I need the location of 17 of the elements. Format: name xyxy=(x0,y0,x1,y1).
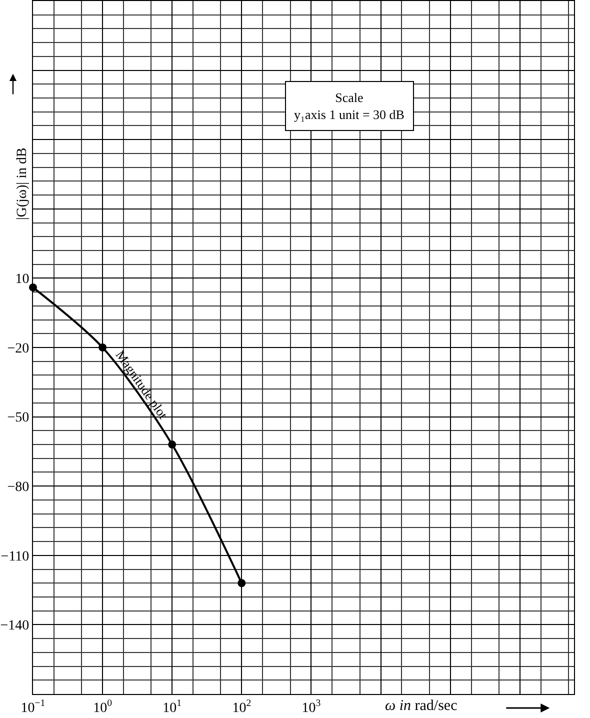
x-tick-label: 10$^{−1}$ xyxy=(20,698,46,716)
x-tick-label: 10$^{0}$ xyxy=(93,698,112,716)
point xyxy=(98,344,107,352)
y-tick-label: −20 xyxy=(7,341,30,356)
x-axis-title: ω in rad/sec xyxy=(385,698,458,714)
point xyxy=(238,579,246,588)
y-tick-label: −110 xyxy=(0,549,30,564)
x-tick-label: 10$^{3}$ xyxy=(302,698,321,716)
y-axis-title: |G(jω)| in dB xyxy=(14,148,30,220)
x-tick-label: 10$^{2}$ xyxy=(232,698,252,716)
y-tick-label: 10 xyxy=(15,272,30,288)
x-tick-label: 10$^{1}$ xyxy=(162,698,182,716)
y-tick-label: −80 xyxy=(7,480,30,495)
y-tick-label: −50 xyxy=(7,410,30,426)
annotation: Scale y₁axis 1 unit = 30 dB xyxy=(294,90,405,122)
point xyxy=(168,440,176,449)
y-tick-label: −140 xyxy=(0,618,30,634)
